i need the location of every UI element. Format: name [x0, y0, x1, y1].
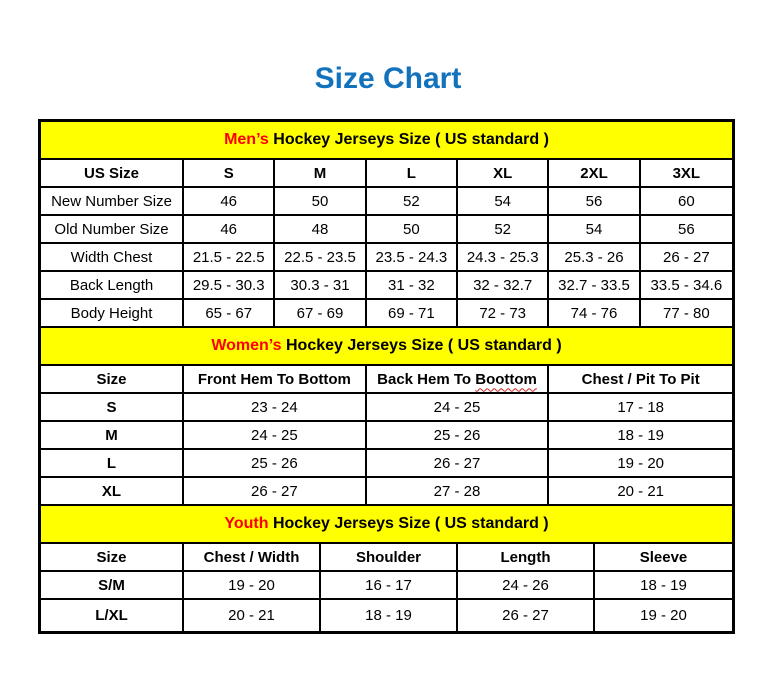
data-cell: 31 - 32	[366, 272, 459, 300]
page-title: Size Chart	[314, 62, 462, 95]
data-cell: 22.5 - 23.5	[275, 244, 367, 272]
band-highlight-mens: Men’s	[224, 131, 269, 148]
section-header-youth: Youth Hockey Jerseys Size ( US standard …	[41, 506, 732, 544]
data-cell: 69 - 71	[366, 300, 459, 328]
data-cell: 25 - 26	[366, 422, 550, 450]
misspelled-word: Boottom	[475, 370, 537, 388]
data-cell: 48	[275, 216, 367, 244]
data-cell: 23.5 - 24.3	[366, 244, 459, 272]
data-cell: 23 - 24	[184, 394, 367, 422]
data-cell: 19 - 20	[640, 607, 687, 624]
data-cell: 74 - 76	[549, 300, 641, 328]
band-highlight-womens: Women’s	[211, 337, 282, 354]
data-cell: 33.5 - 34.6	[640, 272, 732, 300]
data-cell: 46	[184, 188, 276, 216]
data-cell: 18 - 19	[549, 422, 732, 450]
data-cell: 19 - 20	[184, 572, 322, 600]
data-cell: 54	[549, 216, 641, 244]
data-cell: 56	[549, 188, 641, 216]
row-label-cell: New Number Size	[41, 188, 185, 216]
column-header-cell: Shoulder	[321, 544, 459, 572]
section-womens-sizes: Women’s Hockey Jerseys Size ( US standar…	[41, 328, 732, 506]
youth-size-grid: Size Chest / Width Shoulder Length Sleeve S/M…	[41, 544, 732, 631]
data-cell: 27 - 28	[366, 478, 550, 506]
row-label-cell: L/XL	[41, 600, 185, 631]
data-cell: 50	[366, 216, 459, 244]
row-label-cell: Old Number Size	[41, 216, 185, 244]
data-cell: 25.3 - 26	[549, 244, 641, 272]
row-label-cell: XL	[41, 478, 185, 506]
data-cell: 60	[640, 188, 732, 216]
data-cell: 24 - 25	[184, 422, 367, 450]
data-cell: 67 - 69	[275, 300, 367, 328]
band-text-mens: Hockey Jerseys Size ( US standard )	[268, 131, 549, 148]
data-cell: 20 - 21	[184, 600, 322, 631]
data-cell: 56	[640, 216, 732, 244]
data-cell: 24 - 26	[458, 572, 595, 600]
section-youth-sizes: Youth Hockey Jerseys Size ( US standard …	[41, 506, 732, 631]
band-text-youth: Hockey Jerseys Size ( US standard )	[268, 515, 549, 532]
data-cell: 54	[458, 188, 550, 216]
data-cell: 25 - 26	[184, 450, 367, 478]
band-highlight-youth: Youth	[224, 515, 269, 532]
data-cell: 50	[275, 188, 367, 216]
column-header-cell: US Size	[41, 160, 185, 188]
data-cell: 18 - 19	[321, 600, 459, 631]
band-text-womens: Hockey Jerseys Size ( US standard )	[281, 337, 562, 354]
data-cell: 16 - 17	[321, 572, 459, 600]
data-cell: 26 - 27	[640, 244, 732, 272]
row-label-cell: Width Chest	[41, 244, 185, 272]
data-cell: 46	[184, 216, 276, 244]
data-cell: 20 - 21	[549, 478, 732, 506]
column-header-cell: Size	[41, 544, 185, 572]
column-header-cell: 3XL	[640, 160, 732, 188]
row-label-cell: Body Height	[41, 300, 185, 328]
data-cell: 32.7 - 33.5	[549, 272, 641, 300]
data-cell: 26 - 27	[184, 478, 367, 506]
row-label-cell: S/M	[41, 572, 185, 600]
row-label-cell: L	[41, 450, 185, 478]
data-cell: 52	[366, 188, 459, 216]
column-header-cell: M	[275, 160, 367, 188]
column-header-cell: Sleeve	[595, 544, 732, 572]
section-header-mens: Men’s Hockey Jerseys Size ( US standard …	[41, 122, 732, 160]
row-label-cell: S	[41, 394, 185, 422]
column-header-cell: Back Hem To Boottom	[366, 366, 550, 394]
section-mens-sizes: Men’s Hockey Jerseys Size ( US standard …	[41, 122, 732, 328]
data-cell: 21.5 - 22.5	[184, 244, 276, 272]
column-header-cell: Chest / Width	[184, 544, 322, 572]
womens-size-grid: Size Front Hem To Bottom Back Hem To Boott…	[41, 366, 732, 506]
mens-size-grid: US Size S M L XL 2XL 3XL New Number Size 46 50 52 5…	[41, 160, 732, 328]
column-header-cell: Length	[458, 544, 595, 572]
column-header-cell: Chest / Pit To Pit	[549, 366, 732, 394]
column-header-cell: XL	[458, 160, 550, 188]
data-cell: 19 - 20	[549, 450, 732, 478]
column-header-cell: S	[184, 160, 276, 188]
data-cell: 52	[458, 216, 550, 244]
data-cell: 29.5 - 30.3	[184, 272, 276, 300]
data-cell: 18 - 19	[595, 572, 732, 600]
row-label-cell: M	[41, 422, 185, 450]
column-header-cell: Front Hem To Bottom	[184, 366, 367, 394]
row-label-cell: Back Length	[41, 272, 185, 300]
size-chart-table: Men’s Hockey Jerseys Size ( US standard …	[38, 119, 735, 634]
data-cell: 17 - 18	[549, 394, 732, 422]
data-cell: 24.3 - 25.3	[458, 244, 550, 272]
section-header-womens: Women’s Hockey Jerseys Size ( US standar…	[41, 328, 732, 366]
column-header-cell: L	[366, 160, 459, 188]
column-header-cell: Size	[41, 366, 185, 394]
data-cell: 72 - 73	[458, 300, 550, 328]
data-cell: 26 - 27	[366, 450, 550, 478]
data-cell: 77 - 80	[640, 300, 732, 328]
data-cell: 24 - 25	[366, 394, 550, 422]
column-header-cell: 2XL	[549, 160, 641, 188]
data-cell: 30.3 - 31	[275, 272, 367, 300]
data-cell: 26 - 27	[458, 600, 595, 631]
data-cell: 32 - 32.7	[458, 272, 550, 300]
data-cell: 65 - 67	[184, 300, 276, 328]
